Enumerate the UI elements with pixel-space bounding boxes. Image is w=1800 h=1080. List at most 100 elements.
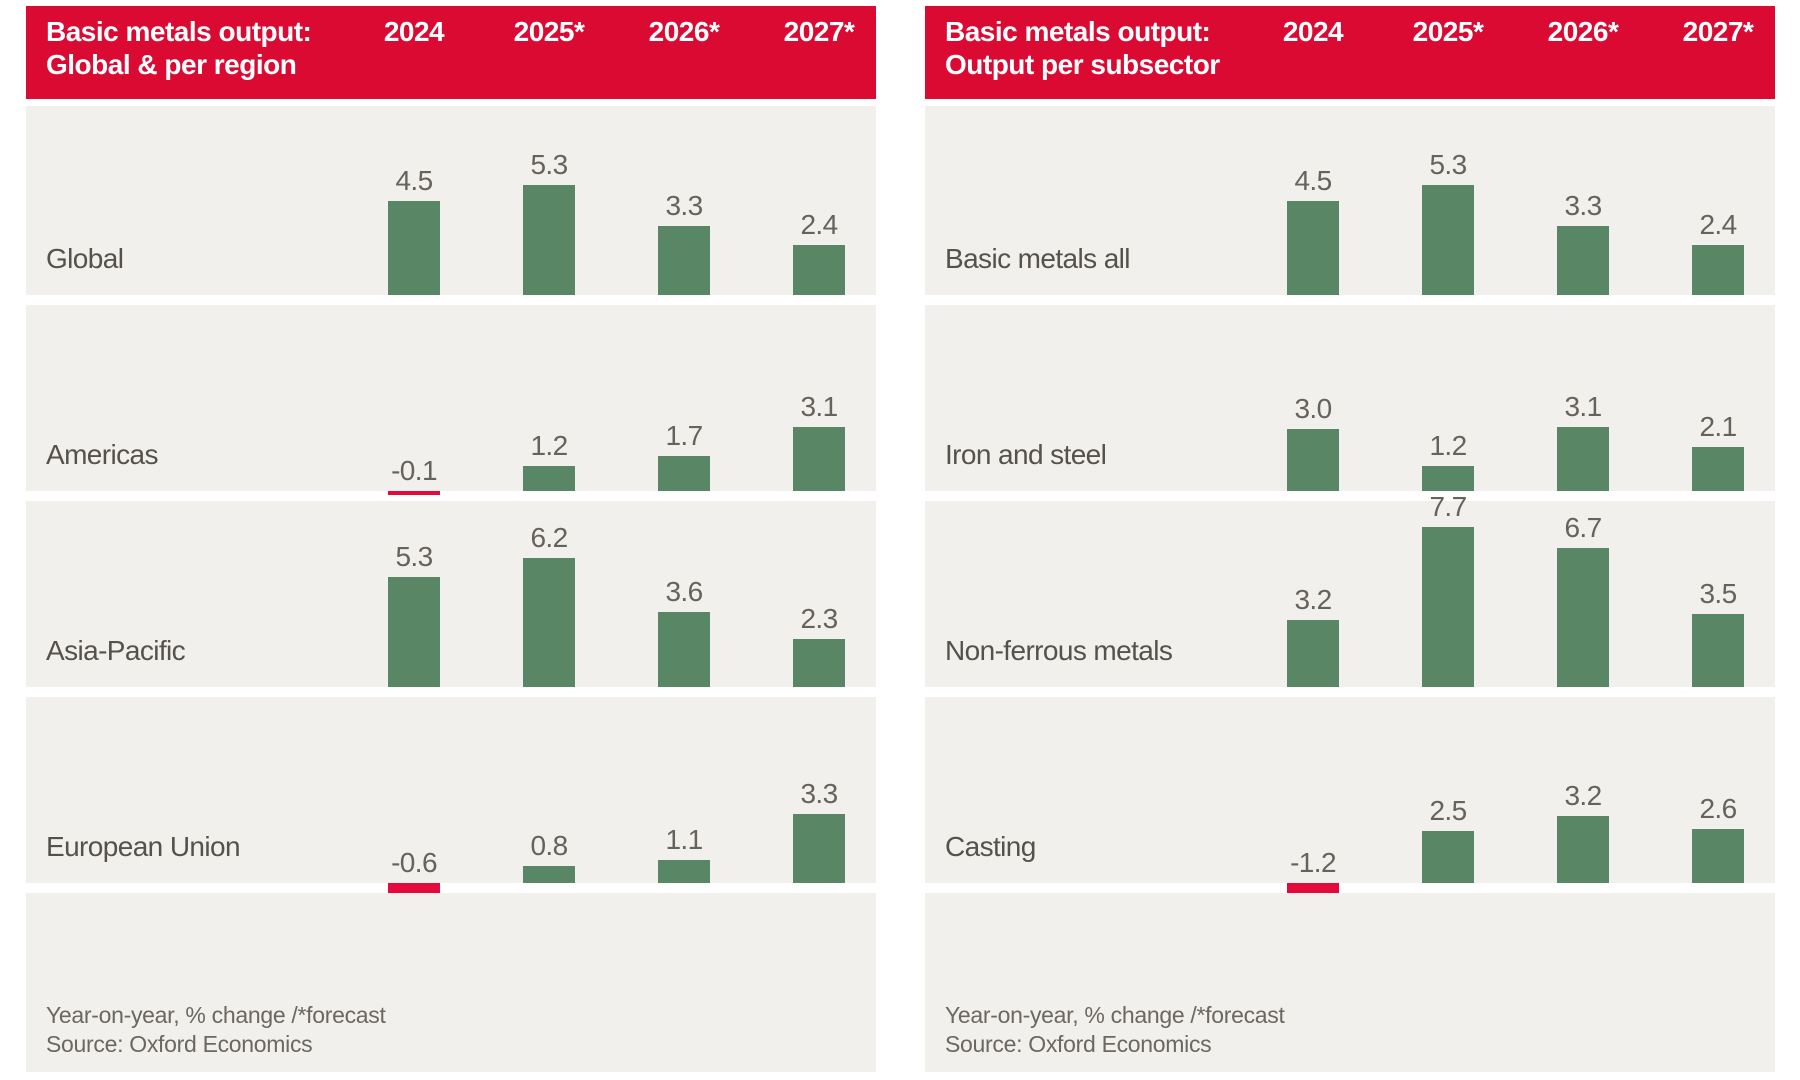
bar-asia-pacific-2025 <box>523 558 575 687</box>
value-label-asia-pacific-2024: 5.3 <box>395 540 433 572</box>
row-band-iron-and-steel: Iron and steel 3.0 1.2 3.1 2.1 <box>925 305 1775 491</box>
source-text: Source: Oxford Economics <box>46 1031 313 1057</box>
bar-european-union-2025 <box>523 866 575 883</box>
panel-header: Basic metals output: Output per subsecto… <box>925 6 1775 99</box>
panel-title-line-2: Output per subsector <box>945 49 1220 80</box>
value-label-non-ferrous-metals-2027: 3.5 <box>1699 578 1737 610</box>
value-label-european-union-2025: 0.8 <box>530 830 568 862</box>
panel-title: Basic metals output: Global & per region <box>46 15 312 81</box>
bar-european-union-2027 <box>793 814 845 883</box>
value-label-americas-2027: 3.1 <box>800 390 838 422</box>
bar-iron-and-steel-2025 <box>1422 466 1474 491</box>
bar-european-union-2026 <box>658 860 710 883</box>
bar-casting-2025 <box>1422 831 1474 883</box>
panel-title-line-1: Basic metals output: <box>46 16 312 47</box>
year-header-2024: 2024 <box>383 16 445 47</box>
bar-global-2027 <box>793 245 845 295</box>
value-label-non-ferrous-metals-2024: 3.2 <box>1294 584 1332 616</box>
row-label-non-ferrous-metals: Non-ferrous metals <box>945 635 1173 666</box>
value-label-global-2024: 4.5 <box>395 165 433 197</box>
row-label-asia-pacific: Asia-Pacific <box>46 635 186 666</box>
value-label-casting-2024: -1.2 <box>1290 847 1336 878</box>
row-band-americas: Americas -0.1 1.2 1.7 3.1 <box>26 305 876 495</box>
row-band-asia-pacific: Asia-Pacific 5.3 6.2 3.6 2.3 <box>26 501 876 687</box>
value-label-global-2027: 2.4 <box>800 209 838 241</box>
row-label-basic-metals-all: Basic metals all <box>945 243 1131 274</box>
year-header-2026: 2026* <box>1547 16 1619 47</box>
bar-global-2025 <box>523 184 575 295</box>
value-label-global-2026: 3.3 <box>665 190 703 222</box>
value-label-iron-and-steel-2024: 3.0 <box>1294 392 1332 424</box>
row-label-casting: Casting <box>945 831 1036 862</box>
bar-americas-2026 <box>658 455 710 491</box>
bar-iron-and-steel-2024 <box>1287 428 1339 491</box>
value-label-americas-2026: 1.7 <box>665 419 703 451</box>
bar-global-2024 <box>388 201 440 295</box>
bar-americas-2027 <box>793 426 845 491</box>
value-label-asia-pacific-2027: 2.3 <box>800 603 838 635</box>
value-label-asia-pacific-2025: 6.2 <box>530 522 568 554</box>
year-header-2027: 2027* <box>1682 16 1754 47</box>
value-label-european-union-2027: 3.3 <box>800 778 838 810</box>
bar-iron-and-steel-2027 <box>1692 447 1744 491</box>
panel-title-line-2: Global & per region <box>46 49 297 80</box>
bar-european-union-2024 <box>388 883 440 896</box>
row-band-basic-metals-all: Basic metals all 4.5 5.3 3.3 2.4 <box>925 106 1775 295</box>
value-label-iron-and-steel-2026: 3.1 <box>1564 390 1602 422</box>
value-label-european-union-2026: 1.1 <box>665 824 703 856</box>
value-label-basic-metals-all-2024: 4.5 <box>1294 165 1332 197</box>
row-label-iron-and-steel: Iron and steel <box>945 439 1107 470</box>
bar-asia-pacific-2026 <box>658 612 710 687</box>
panel-footer: Year-on-year, % change /*forecast Source… <box>26 893 876 1072</box>
value-label-casting-2025: 2.5 <box>1429 795 1467 826</box>
value-label-iron-and-steel-2025: 1.2 <box>1429 430 1467 462</box>
row-band-casting: Casting -1.2 2.5 3.2 2.6 <box>925 697 1775 908</box>
panel-global-per-region: Basic metals output: Global & per region… <box>26 6 876 1072</box>
value-label-non-ferrous-metals-2026: 6.7 <box>1564 511 1602 543</box>
value-label-basic-metals-all-2026: 3.3 <box>1564 190 1602 222</box>
value-label-non-ferrous-metals-2025: 7.7 <box>1429 490 1467 522</box>
row-label-americas: Americas <box>46 439 158 470</box>
bar-non-ferrous-metals-2026 <box>1557 547 1609 687</box>
bar-non-ferrous-metals-2027 <box>1692 614 1744 687</box>
panel-header: Basic metals output: Global & per region… <box>26 6 876 99</box>
value-label-asia-pacific-2026: 3.6 <box>665 576 703 608</box>
value-label-basic-metals-all-2025: 5.3 <box>1429 148 1467 180</box>
year-header-2025: 2025* <box>513 16 585 47</box>
bar-basic-metals-all-2026 <box>1557 226 1609 295</box>
panel-title-line-1: Basic metals output: <box>945 16 1211 47</box>
panel-output-per-subsector: Basic metals output: Output per subsecto… <box>925 6 1775 1072</box>
bar-asia-pacific-2027 <box>793 639 845 687</box>
value-label-casting-2026: 3.2 <box>1564 780 1602 812</box>
value-label-casting-2027: 2.6 <box>1699 792 1737 824</box>
row-band-non-ferrous-metals: Non-ferrous metals 3.2 7.7 6.7 3.5 <box>925 491 1775 687</box>
bar-non-ferrous-metals-2025 <box>1422 526 1474 687</box>
source-text: Source: Oxford Economics <box>945 1031 1212 1057</box>
row-band-global: Global 4.5 5.3 3.3 2.4 <box>26 106 876 295</box>
bar-casting-2027 <box>1692 828 1744 883</box>
bar-iron-and-steel-2026 <box>1557 426 1609 491</box>
value-label-basic-metals-all-2027: 2.4 <box>1699 209 1737 241</box>
footnote-text: Year-on-year, % change /*forecast <box>945 1002 1285 1028</box>
bar-casting-2026 <box>1557 816 1609 883</box>
value-label-iron-and-steel-2027: 2.1 <box>1699 411 1737 443</box>
bar-basic-metals-all-2024 <box>1287 201 1339 295</box>
row-band-european-union: European Union -0.6 0.8 1.1 3.3 <box>26 697 876 896</box>
panel-footer: Year-on-year, % change /*forecast Source… <box>925 893 1775 1072</box>
row-label-european-union: European Union <box>46 831 241 862</box>
bar-asia-pacific-2024 <box>388 576 440 687</box>
value-label-european-union-2024: -0.6 <box>391 847 437 878</box>
bar-basic-metals-all-2027 <box>1692 245 1744 295</box>
panel-title: Basic metals output: Output per subsecto… <box>945 15 1220 81</box>
year-header-2024: 2024 <box>1282 16 1344 47</box>
year-header-2027: 2027* <box>783 16 855 47</box>
value-label-americas-2024: -0.1 <box>391 455 437 486</box>
value-label-americas-2025: 1.2 <box>530 430 568 462</box>
row-label-global: Global <box>46 243 124 274</box>
year-header-2026: 2026* <box>648 16 720 47</box>
bar-non-ferrous-metals-2024 <box>1287 620 1339 687</box>
value-label-global-2025: 5.3 <box>530 148 568 180</box>
bar-americas-2025 <box>523 466 575 491</box>
footnote-text: Year-on-year, % change /*forecast <box>46 1002 386 1028</box>
year-header-2025: 2025* <box>1412 16 1484 47</box>
